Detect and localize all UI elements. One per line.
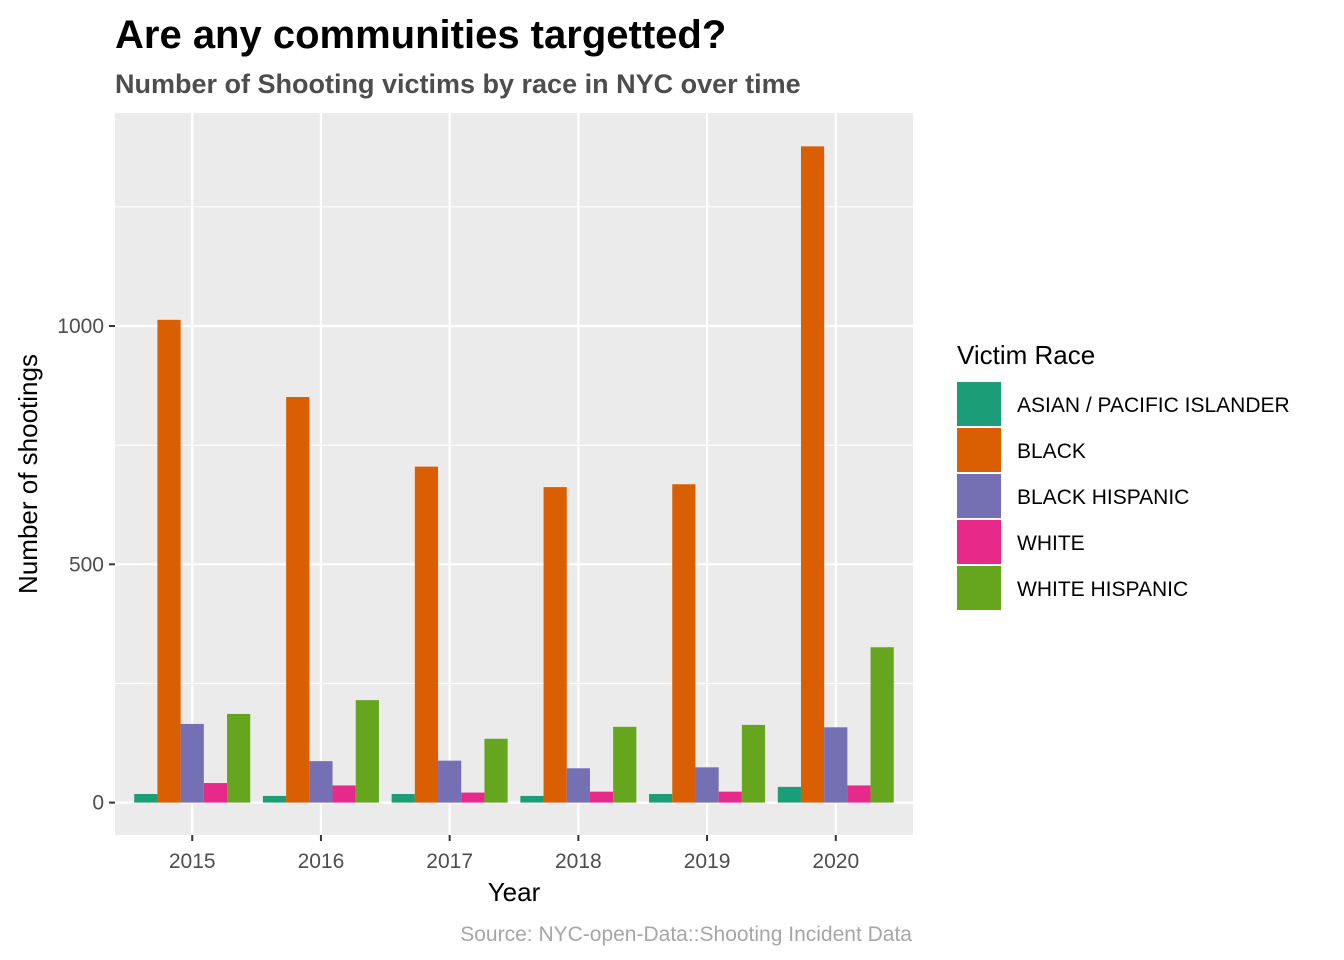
x-tick-label: 2016: [298, 850, 345, 873]
x-tick-label: 2017: [426, 850, 473, 873]
legend-label: ASIAN / PACIFIC ISLANDER: [1017, 394, 1290, 417]
y-axis-title: Number of shootings: [13, 354, 43, 594]
major-gridlines: [115, 113, 913, 835]
bar: [332, 785, 356, 803]
legend-swatch: [957, 382, 1001, 426]
bar: [309, 761, 333, 803]
bar: [203, 783, 228, 803]
bar: [286, 397, 310, 803]
x-tick-label: 2020: [812, 850, 859, 873]
bar: [613, 726, 637, 803]
bar: [438, 760, 462, 803]
bar: [157, 319, 181, 803]
x-axis-ticks: 2015 2016 2017 2018 2019 2020: [169, 835, 859, 873]
bar: [870, 647, 894, 803]
bar: [180, 723, 204, 803]
legend-label: BLACK HISPANIC: [1017, 486, 1189, 509]
x-axis-title: Year: [488, 877, 541, 907]
legend-title: Victim Race: [957, 340, 1095, 370]
bar: [800, 146, 825, 803]
bar: [741, 724, 766, 803]
legend-label: WHITE: [1017, 532, 1085, 555]
bar: [484, 738, 508, 803]
x-tick-label: 2015: [169, 850, 216, 873]
bar: [824, 727, 848, 803]
bar: [672, 484, 696, 803]
x-tick-label: 2018: [555, 850, 602, 873]
y-tick-label: 0: [92, 792, 104, 815]
bar: [718, 791, 742, 803]
y-axis-ticks: 0 500 1000: [57, 315, 115, 815]
legend-label: WHITE HISPANIC: [1017, 578, 1188, 601]
bar: [355, 700, 379, 803]
bar: [777, 786, 801, 803]
y-tick-label: 500: [69, 553, 104, 576]
legend-swatch: [957, 520, 1001, 564]
bar: [134, 794, 158, 803]
bar: [520, 795, 544, 803]
legend-swatch: [957, 474, 1001, 518]
legend-swatch: [957, 566, 1001, 610]
bar: [566, 768, 590, 803]
bar: [461, 792, 485, 803]
legend: Victim Race ASIAN / PACIFIC ISLANDER BLAC…: [957, 340, 1290, 610]
legend-items: ASIAN / PACIFIC ISLANDER BLACK BLACK HISPA…: [957, 382, 1290, 610]
bar: [227, 713, 251, 803]
legend-swatch: [957, 428, 1001, 472]
bar: [847, 785, 871, 803]
bar: [414, 466, 439, 803]
bar: [649, 794, 673, 803]
bar: [695, 767, 719, 803]
chart-title: Are any communities targetted?: [115, 13, 726, 57]
y-tick-label: 1000: [57, 315, 104, 338]
bars: [134, 146, 894, 803]
chart-subtitle: Number of Shooting victims by race in NY…: [115, 69, 801, 99]
legend-label: BLACK: [1017, 440, 1086, 463]
bar: [262, 795, 287, 803]
bar: [589, 791, 614, 803]
minor-gridlines: [115, 206, 913, 685]
bar: [391, 794, 415, 803]
x-tick-label: 2019: [684, 850, 731, 873]
caption: Source: NYC-open-Data::Shooting Incident…: [460, 923, 912, 946]
bar: [543, 487, 567, 803]
